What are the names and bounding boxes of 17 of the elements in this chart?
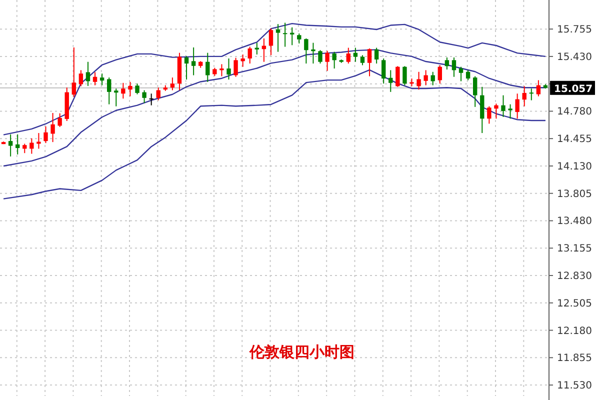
y-tick-label: 13.805: [557, 188, 592, 200]
y-tick-label: 14.130: [557, 161, 592, 172]
y-tick-label: 13.155: [557, 244, 592, 255]
y-tick-label: 13.480: [557, 216, 592, 228]
line-series: [2, 49, 546, 167]
ref-line-label: 15.057: [554, 84, 593, 95]
y-tick-label: 11.530: [557, 380, 592, 392]
y-tick-label: 12.180: [557, 326, 592, 337]
y-tick-label: 12.830: [557, 271, 592, 282]
text: 伦敦银四小时图: [248, 343, 354, 361]
y-tick-label: 15.755: [557, 24, 592, 36]
y-tick-label: 15.430: [557, 52, 592, 63]
y-tick-label: 14.455: [557, 134, 592, 146]
y-tick-label: 14.780: [557, 106, 592, 118]
y-tick-label: 11.855: [557, 353, 592, 364]
y-tick-label: 12.505: [557, 298, 592, 310]
line-series: [2, 22, 546, 136]
